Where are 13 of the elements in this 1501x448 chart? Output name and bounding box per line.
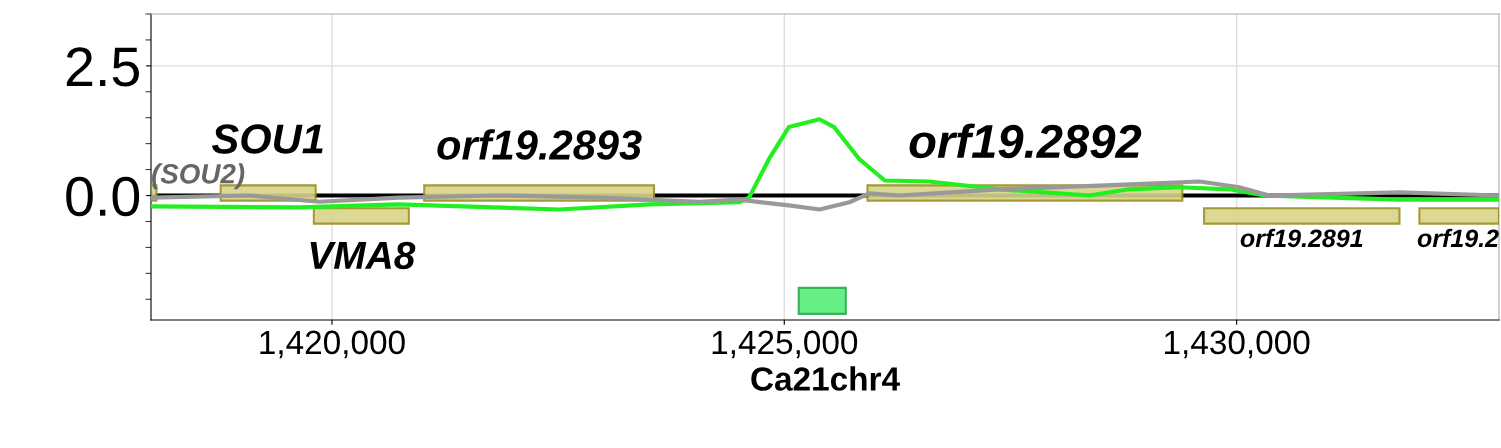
band-label: orf19.2891 xyxy=(1240,228,1363,248)
y-tick-label: 0.0 xyxy=(66,176,140,217)
x-axis-title: Ca21chr4 xyxy=(751,366,900,391)
x-tick-label: 1,425,000 xyxy=(712,330,858,359)
x-tick-label: 1,420,000 xyxy=(260,330,405,359)
y-tick-label: 2.5 xyxy=(66,47,139,87)
band-label: SOU1 xyxy=(211,124,323,154)
band-label: (SOU2) xyxy=(152,163,245,190)
x-tick-label: 1,430,000 xyxy=(1165,330,1310,359)
band-label: orf19.2 xyxy=(1417,228,1499,248)
band-label: VMA8 xyxy=(310,241,416,270)
band-label: orf19.2892 xyxy=(909,123,1142,159)
band-label: orf19.2893 xyxy=(437,129,642,160)
